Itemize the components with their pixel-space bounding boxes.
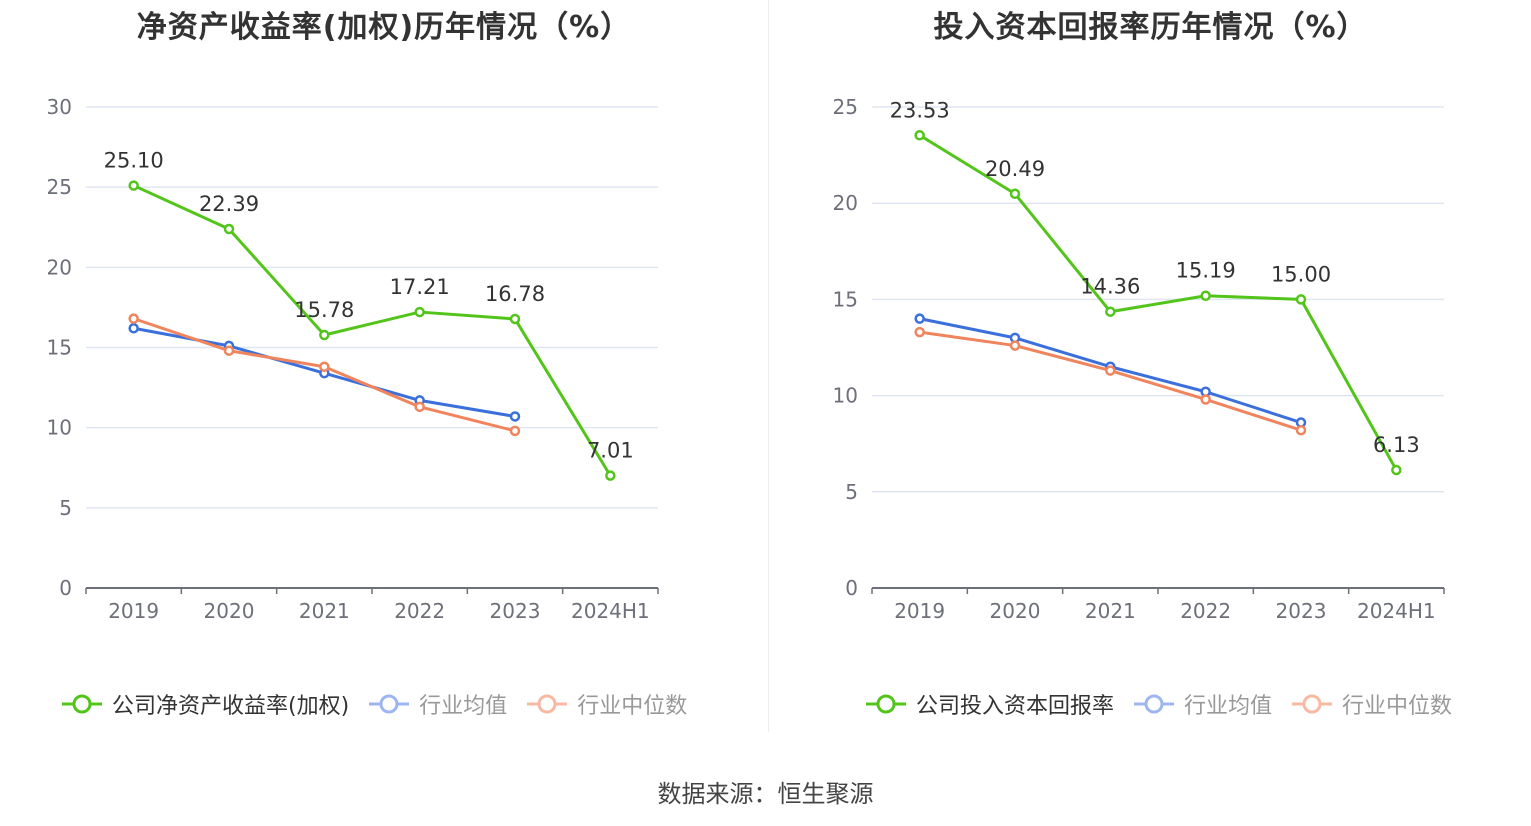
- data-label: 20.49: [985, 157, 1045, 181]
- series-line: [919, 330, 1302, 432]
- chart-title: 投入资本回报率历年情况（%）: [933, 10, 1368, 45]
- legend-item[interactable]: 行业均值: [1132, 688, 1272, 720]
- data-point: [509, 411, 521, 422]
- data-point: [128, 323, 139, 334]
- legend-label: 公司投入资本回报率: [916, 694, 1115, 719]
- y-tick-label: 10: [833, 384, 858, 408]
- data-point: [914, 313, 925, 324]
- legend-line-circle-icon: [866, 694, 906, 714]
- data-point: [1295, 424, 1307, 436]
- y-tick-label: 0: [845, 576, 858, 600]
- x-tick-label: 2020: [204, 599, 255, 623]
- x-tick-label: 2024H1: [571, 599, 650, 623]
- data-point: [414, 306, 425, 318]
- y-tick-label: 25: [47, 175, 72, 199]
- data-point: [509, 425, 521, 437]
- data-point: [128, 180, 139, 191]
- data-point: [914, 326, 925, 338]
- roic-plot: 0 5 10 15 20 25 2019 2020 2021 2022 2023 2024H1 23.5…: [833, 95, 1445, 623]
- data-point: [1200, 290, 1211, 301]
- legend-label: 行业中位数: [577, 694, 688, 719]
- y-tick-label: 20: [833, 191, 858, 215]
- data-point: [605, 470, 616, 481]
- data-point: [1105, 365, 1116, 376]
- legend-item[interactable]: 行业均值: [367, 688, 507, 720]
- x-tick-label: 2021: [299, 599, 350, 623]
- x-tick-label: 2022: [1180, 599, 1231, 623]
- legend-line-circle-icon: [369, 694, 410, 714]
- data-label: 16.78: [485, 282, 545, 306]
- data-point: [1200, 394, 1211, 405]
- roe-chart-panel: 净资产收益率(加权)历年情况（%） 0 5 10 15 20 25 30 2019 2020 20…: [0, 0, 768, 740]
- data-label: 15.19: [1176, 259, 1236, 283]
- x-tick-label: 2023: [490, 599, 541, 623]
- y-tick-label: 10: [47, 416, 72, 440]
- data-label: 23.53: [890, 98, 950, 122]
- data-point: [1391, 464, 1402, 476]
- legend-label: 公司净资产收益率(加权): [112, 694, 350, 719]
- chart-legend: 公司投入资本回报率 行业均值 行业中位数: [864, 688, 1470, 720]
- x-tick-label: 2020: [990, 599, 1041, 623]
- data-point: [1105, 306, 1116, 317]
- roe-plot: 0 5 10 15 20 25 30 2019 2020 2021 2022 2023 2024H1 25…: [47, 95, 659, 623]
- panel-divider: [768, 0, 769, 732]
- data-label: 22.39: [199, 192, 259, 216]
- legend-line-circle-icon: [1134, 694, 1175, 714]
- data-point: [414, 401, 425, 413]
- x-tick-label: 2019: [894, 599, 945, 623]
- data-label: 15.00: [1271, 262, 1331, 286]
- y-tick-label: 15: [47, 336, 72, 360]
- y-tick-label: 5: [59, 496, 72, 520]
- legend-line-circle-icon: [62, 694, 102, 714]
- legend-item[interactable]: 行业中位数: [525, 688, 687, 720]
- x-tick-label: 2023: [1276, 599, 1327, 623]
- data-label: 25.10: [104, 149, 164, 173]
- data-point: [509, 313, 521, 325]
- data-label: 14.36: [1080, 275, 1140, 299]
- data-point: [914, 130, 925, 141]
- legend-item[interactable]: 公司净资产收益率(加权): [60, 688, 349, 720]
- x-tick-label: 2022: [394, 599, 445, 623]
- data-label: 6.13: [1373, 433, 1420, 457]
- data-point: [319, 361, 330, 372]
- chart-title: 净资产收益率(加权)历年情况（%）: [136, 10, 632, 45]
- data-point: [1009, 340, 1021, 351]
- data-source-footer: 数据来源：恒生聚源: [657, 780, 874, 808]
- y-tick-label: 30: [47, 95, 72, 119]
- chart-legend: 公司净资产收益率(加权) 行业均值 行业中位数: [60, 688, 705, 720]
- x-tick-label: 2024H1: [1357, 599, 1436, 623]
- legend-item[interactable]: 公司投入资本回报率: [864, 688, 1114, 720]
- y-tick-label: 5: [845, 480, 858, 504]
- legend-label: 行业均值: [1184, 694, 1273, 719]
- data-point: [1009, 188, 1021, 200]
- data-label: 17.21: [390, 275, 450, 299]
- legend-label: 行业中位数: [1342, 694, 1453, 719]
- x-tick-label: 2019: [108, 599, 159, 623]
- series-line: [918, 134, 1398, 471]
- x-tick-label: 2021: [1085, 599, 1136, 623]
- data-point: [319, 329, 330, 341]
- y-tick-label: 20: [47, 255, 72, 279]
- data-point: [128, 313, 139, 324]
- legend-line-circle-icon: [527, 694, 568, 714]
- data-point: [1295, 294, 1307, 305]
- series-line: [133, 184, 612, 477]
- legend-label: 行业均值: [419, 694, 508, 719]
- data-label: 7.01: [587, 439, 634, 463]
- roic-chart-panel: 投入资本回报率历年情况（%） 0 5 10 15 20 25 2019 2020 2021 202…: [770, 0, 1531, 740]
- data-label: 15.78: [294, 298, 354, 322]
- data-point: [223, 345, 235, 356]
- data-point: [223, 223, 235, 235]
- legend-line-circle-icon: [1292, 694, 1333, 714]
- y-tick-label: 25: [833, 95, 858, 119]
- legend-item[interactable]: 行业中位数: [1290, 688, 1452, 720]
- y-tick-label: 0: [59, 576, 72, 600]
- y-tick-label: 15: [833, 287, 858, 311]
